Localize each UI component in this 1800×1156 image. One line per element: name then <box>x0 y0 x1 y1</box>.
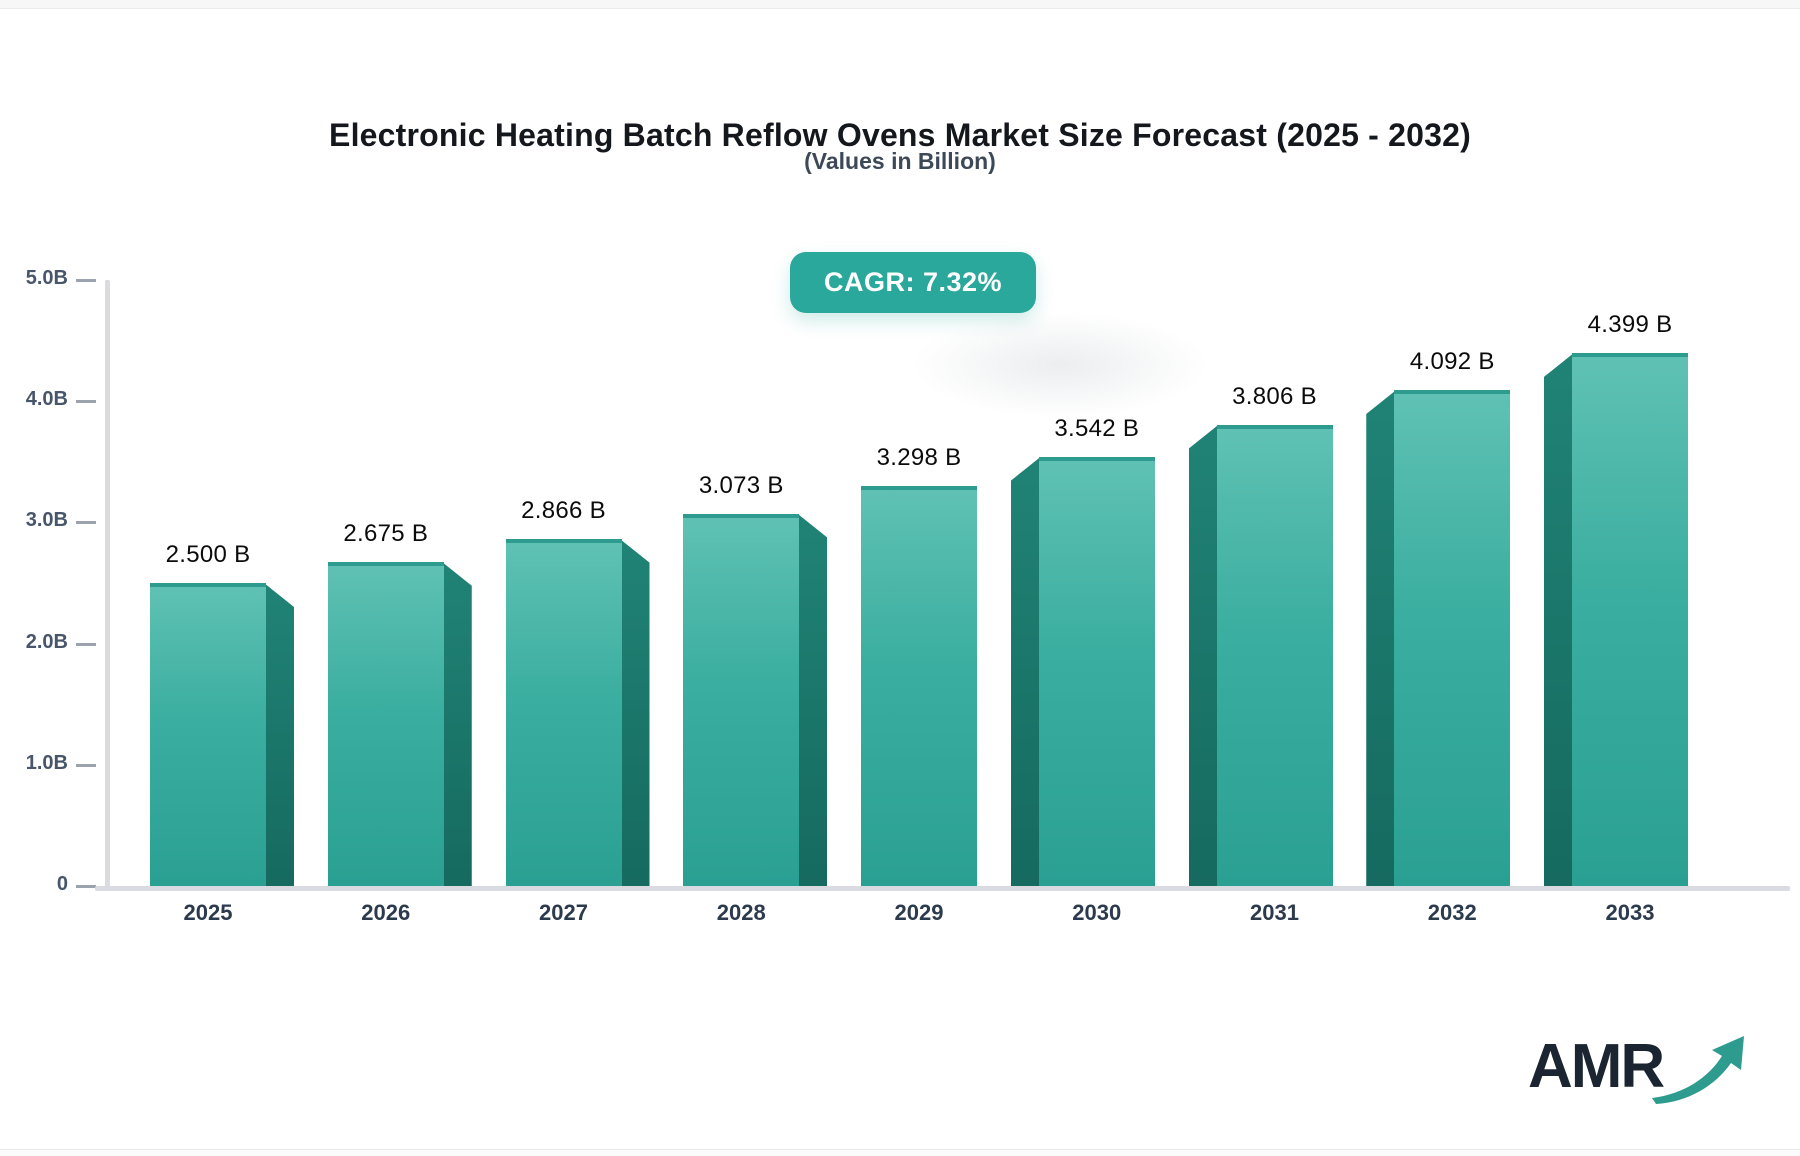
y-axis-tick <box>76 763 96 767</box>
y-axis-tick <box>76 885 96 888</box>
brand-logo: AMR <box>1528 1028 1748 1118</box>
y-axis-line <box>105 280 110 888</box>
bar-2028 <box>683 513 800 886</box>
bar-side-face <box>1544 352 1574 886</box>
bar-side-face <box>1366 390 1397 886</box>
brand-logo-text: AMR <box>1528 1032 1665 1101</box>
x-axis-label: 2026 <box>361 900 411 925</box>
y-axis-tick <box>76 400 96 404</box>
x-axis-label: 2025 <box>183 900 233 925</box>
x-axis-label: 2033 <box>1605 900 1655 925</box>
x-axis-label: 2029 <box>894 900 944 925</box>
bar-value-label: 2.866 B <box>521 496 606 524</box>
bar-2031 <box>1216 424 1333 886</box>
x-axis-baseline <box>95 886 1790 891</box>
bar-2026 <box>327 561 444 886</box>
y-axis-tick-label: 1.0B <box>25 751 68 774</box>
x-axis-label: 2028 <box>716 900 766 925</box>
bar-value-label: 4.399 B <box>1587 310 1673 338</box>
bar-value-label: 2.675 B <box>343 519 429 547</box>
bar-value-label: 3.298 B <box>876 444 962 472</box>
bar-side-face <box>1010 456 1041 886</box>
page-bottom-edge <box>0 1149 1800 1156</box>
bar-value-label: 3.542 B <box>1054 414 1140 442</box>
bar-value-label: 4.092 B <box>1409 348 1495 376</box>
x-axis-label: 2030 <box>1072 900 1122 925</box>
bar-side-face <box>264 583 294 886</box>
bar-2025 <box>150 583 266 886</box>
y-axis-tick-label: 4.0B <box>25 388 68 411</box>
bar-2032 <box>1394 390 1511 886</box>
bar-2029 <box>861 486 977 886</box>
bar-side-face <box>1188 424 1219 886</box>
cagr-badge: CAGR: 7.32% <box>790 252 1037 313</box>
bar-value-label: 2.500 B <box>165 541 251 568</box>
y-axis-tick <box>76 279 96 282</box>
page-top-edge <box>0 0 1800 9</box>
chart-subtitle: (Values in Billion) <box>804 148 996 174</box>
y-axis-tick <box>76 521 96 525</box>
bar-side-face <box>797 513 828 886</box>
x-axis-label: 2027 <box>539 900 588 925</box>
x-axis-label: 2031 <box>1250 900 1299 925</box>
bar-2030 <box>1038 456 1155 886</box>
growth-arrow-icon <box>1652 1036 1744 1104</box>
bar-2033 <box>1572 352 1688 886</box>
x-axis-label: 2032 <box>1427 900 1477 925</box>
y-axis-tick-label: 5.0B <box>25 267 68 289</box>
y-axis-tick-label: 2.0B <box>25 630 68 653</box>
bar-2027 <box>505 538 622 886</box>
bar-value-label: 3.073 B <box>698 471 784 499</box>
chart-title: Electronic Heating Batch Reflow Ovens Ma… <box>329 117 1471 154</box>
bar-side-face <box>619 538 650 886</box>
y-axis-tick-label: 0 <box>56 873 68 895</box>
y-axis-tick-label: 3.0B <box>25 509 68 532</box>
bar-value-label: 3.806 B <box>1232 382 1317 410</box>
bar-side-face <box>441 561 472 886</box>
y-axis-tick <box>76 642 96 646</box>
